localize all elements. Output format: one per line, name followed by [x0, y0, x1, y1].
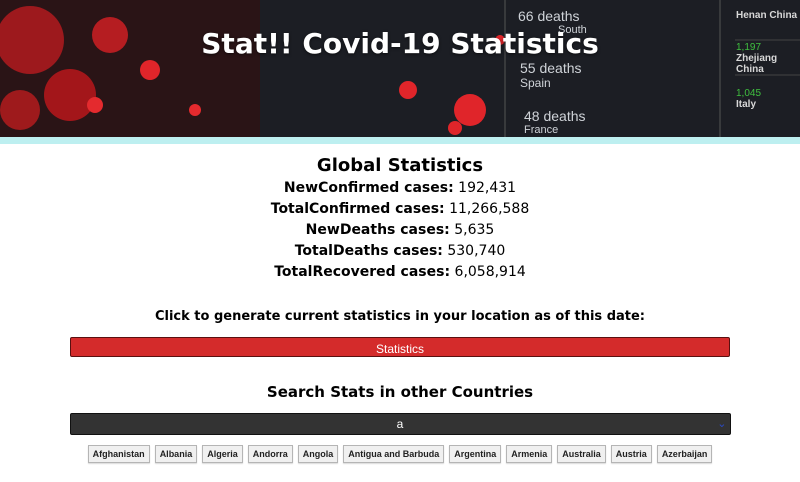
statistics-button[interactable]: Statistics [70, 337, 730, 357]
stat-value: 11,266,588 [449, 201, 530, 217]
map-entry: 55 deaths Spain [520, 60, 582, 90]
map-entry: 48 deaths France [524, 108, 586, 136]
country-button[interactable]: Armenia [506, 445, 553, 463]
country-button[interactable]: Angola [297, 445, 339, 463]
map-panel-entry: 1,197 Zhejiang China [736, 42, 778, 75]
stat-value: 5,635 [454, 222, 495, 238]
hero-banner: 66 deaths South 55 deaths Spain 48 death… [0, 0, 800, 137]
stat-label: NewConfirmed cases: [283, 180, 454, 196]
stat-row-total-confirmed: TotalConfirmed cases: 11,266,588 [0, 199, 800, 220]
country-button[interactable]: Afghanistan [87, 445, 150, 463]
map-panel-entry: Henan China [736, 10, 798, 21]
country-search-input[interactable] [69, 413, 731, 435]
country-search: ⌄ [69, 413, 731, 435]
global-statistics-heading: Global Statistics [316, 155, 484, 176]
country-button[interactable]: Argentina [449, 445, 502, 463]
country-button[interactable]: Algeria [202, 445, 243, 463]
stat-label: TotalRecovered cases: [274, 264, 451, 280]
country-button[interactable]: Antigua and Barbuda [343, 445, 445, 463]
stat-label: TotalDeaths cases: [294, 243, 443, 259]
stat-value: 6,058,914 [454, 264, 526, 280]
search-heading: Search Stats in other Countries [266, 383, 534, 401]
country-button[interactable]: Andorra [247, 445, 293, 463]
stat-row-new-confirmed: NewConfirmed cases: 192,431 [0, 178, 800, 199]
location-prompt: Click to generate current statistics in … [154, 309, 646, 324]
map-panel-entry: 1,045 Italy [736, 88, 762, 110]
hero-map-image [0, 0, 800, 137]
accent-divider [0, 137, 800, 144]
stat-value: 530,740 [447, 243, 506, 259]
map-entry: 66 deaths South [518, 8, 587, 36]
country-button[interactable]: Austria [610, 445, 652, 463]
country-button[interactable]: Azerbaijan [656, 445, 713, 463]
country-button[interactable]: Albania [154, 445, 198, 463]
global-statistics: Global Statistics NewConfirmed cases: 19… [0, 154, 800, 283]
stat-row-total-recovered: TotalRecovered cases: 6,058,914 [0, 262, 800, 283]
country-button[interactable]: Australia [557, 445, 606, 463]
stat-label: TotalConfirmed cases: [270, 201, 445, 217]
stat-row-total-deaths: TotalDeaths cases: 530,740 [0, 241, 800, 262]
country-button-list: Afghanistan Albania Algeria Andorra Ango… [0, 445, 800, 463]
stat-row-new-deaths: NewDeaths cases: 5,635 [0, 220, 800, 241]
stat-value: 192,431 [458, 180, 517, 196]
stat-label: NewDeaths cases: [305, 222, 450, 238]
chevron-down-icon[interactable]: ⌄ [717, 417, 727, 430]
page-title: Stat!! Covid-19 Statistics [201, 27, 599, 60]
